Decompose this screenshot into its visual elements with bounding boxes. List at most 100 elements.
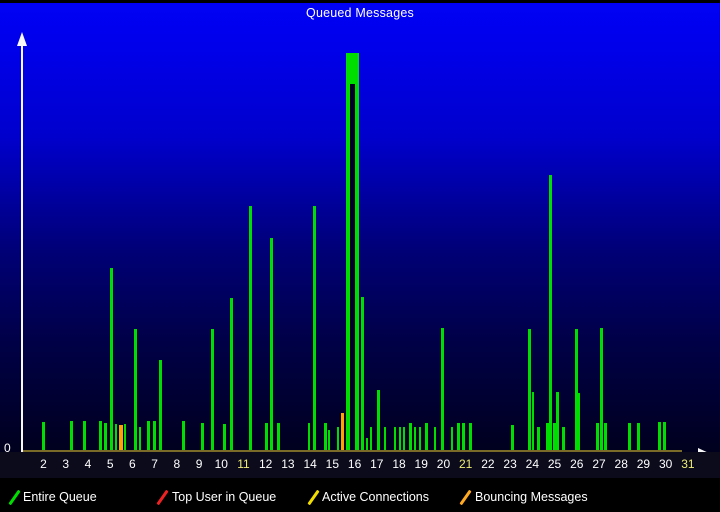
x-tick-label: 31 <box>681 457 695 471</box>
yellow-slash-icon <box>307 489 320 506</box>
queue-bar <box>99 421 102 450</box>
queue-bar <box>265 423 268 450</box>
queue-bar <box>469 423 472 450</box>
bar-notch <box>350 84 355 450</box>
queue-bar <box>549 175 552 450</box>
queue-bar <box>270 238 273 450</box>
queue-bar <box>637 423 640 450</box>
queue-bar <box>434 427 436 450</box>
x-tick-label: 16 <box>347 457 362 471</box>
queue-bar <box>42 422 45 450</box>
x-axis <box>23 450 682 452</box>
queue-bar <box>546 423 549 450</box>
bars-layer <box>0 3 720 450</box>
queue-bar <box>361 297 364 450</box>
queue-bar <box>575 329 578 450</box>
x-tick-label: 26 <box>570 457 584 471</box>
queue-bar <box>139 427 141 450</box>
queue-bar <box>394 427 396 450</box>
queue-bar <box>658 422 661 450</box>
queue-bar <box>182 421 185 450</box>
queue-bar <box>159 360 162 450</box>
queue-bar <box>230 298 233 450</box>
queue-bar <box>562 427 565 450</box>
queue-bar <box>628 423 631 450</box>
x-tick-label: 9 <box>195 457 203 471</box>
x-tick-label: 4 <box>84 457 92 471</box>
orange-slash-icon <box>459 489 472 506</box>
queue-bar <box>604 423 607 450</box>
queue-bar <box>110 268 113 450</box>
y-axis-zero-label: 0 <box>4 441 11 455</box>
x-tick-label: 29 <box>636 457 651 471</box>
y-axis-arrow-icon <box>17 32 27 46</box>
queue-bar <box>147 421 150 450</box>
queue-bar <box>441 328 444 450</box>
queue-bar <box>337 427 339 450</box>
legend-label: Bouncing Messages <box>475 490 588 504</box>
queue-bar <box>377 390 380 450</box>
x-tick-label: 27 <box>592 457 606 471</box>
queue-bar <box>249 206 252 450</box>
x-tick-label: 7 <box>151 457 158 471</box>
queue-bar <box>425 423 428 450</box>
queue-bar <box>596 423 599 450</box>
queue-bar <box>308 423 310 450</box>
x-tick-label: 22 <box>481 457 495 471</box>
x-tick-label: 30 <box>658 457 673 471</box>
x-tick-label: 14 <box>303 457 317 471</box>
queue-bar <box>324 423 327 450</box>
x-axis-labels: 2 3 4 5 6 7 8 9 10 11 12 13 14 15 16 17 18 19 20 21 22 23 24 25… <box>0 452 720 478</box>
queue-bar <box>201 423 204 450</box>
x-tick-label: 2 <box>40 457 47 471</box>
queue-bar <box>462 423 465 450</box>
queue-bar <box>511 425 514 450</box>
x-tick-label: 10 <box>214 457 228 471</box>
queue-bar <box>600 328 603 450</box>
x-tick-label: 15 <box>325 457 340 471</box>
red-slash-icon <box>156 489 169 506</box>
queue-bar <box>528 329 531 450</box>
x-tick-label: 3 <box>62 457 70 471</box>
queue-bar <box>277 423 280 450</box>
x-tick-label: 6 <box>129 457 136 471</box>
bounce-bar <box>119 425 123 450</box>
queue-bar <box>211 329 214 450</box>
queue-bar <box>384 427 386 450</box>
queue-bar <box>663 422 666 450</box>
x-tick-label: 20 <box>436 457 451 471</box>
queue-bar <box>223 424 226 450</box>
legend-label: Top User in Queue <box>172 490 277 504</box>
legend-label: Active Connections <box>322 490 430 504</box>
x-tick-label: 12 <box>259 457 273 471</box>
queue-bar <box>553 423 556 450</box>
chart-title: Queued Messages <box>306 6 414 20</box>
queue-bar <box>115 424 117 450</box>
queue-bar <box>403 427 405 450</box>
queue-bar <box>328 430 330 450</box>
x-tick-label: 25 <box>547 457 562 471</box>
x-tick-label: 17 <box>370 457 384 471</box>
green-slash-icon <box>8 489 21 506</box>
queue-bar <box>409 423 412 450</box>
queue-bar <box>419 427 421 450</box>
x-tick-label: 5 <box>106 457 114 471</box>
queue-bar <box>83 421 86 450</box>
queue-bar <box>70 421 73 450</box>
x-tick-label: 24 <box>525 457 540 471</box>
queue-bar <box>578 393 580 450</box>
queue-bar <box>399 427 401 450</box>
queue-bar <box>370 427 372 450</box>
queue-bar <box>104 423 107 450</box>
queue-bar <box>313 206 316 450</box>
x-tick-label: 28 <box>614 457 628 471</box>
x-tick-label: 8 <box>173 457 181 471</box>
x-tick-label: 21 <box>458 457 473 471</box>
queue-bar <box>134 329 137 450</box>
queue-bar <box>366 438 368 450</box>
legend: Entire Queue Top User in Queue Active Co… <box>0 478 720 512</box>
queue-bar <box>153 421 156 450</box>
x-tick-label: 19 <box>414 457 428 471</box>
bounce-bar <box>341 413 344 450</box>
x-tick-label: 18 <box>392 457 406 471</box>
